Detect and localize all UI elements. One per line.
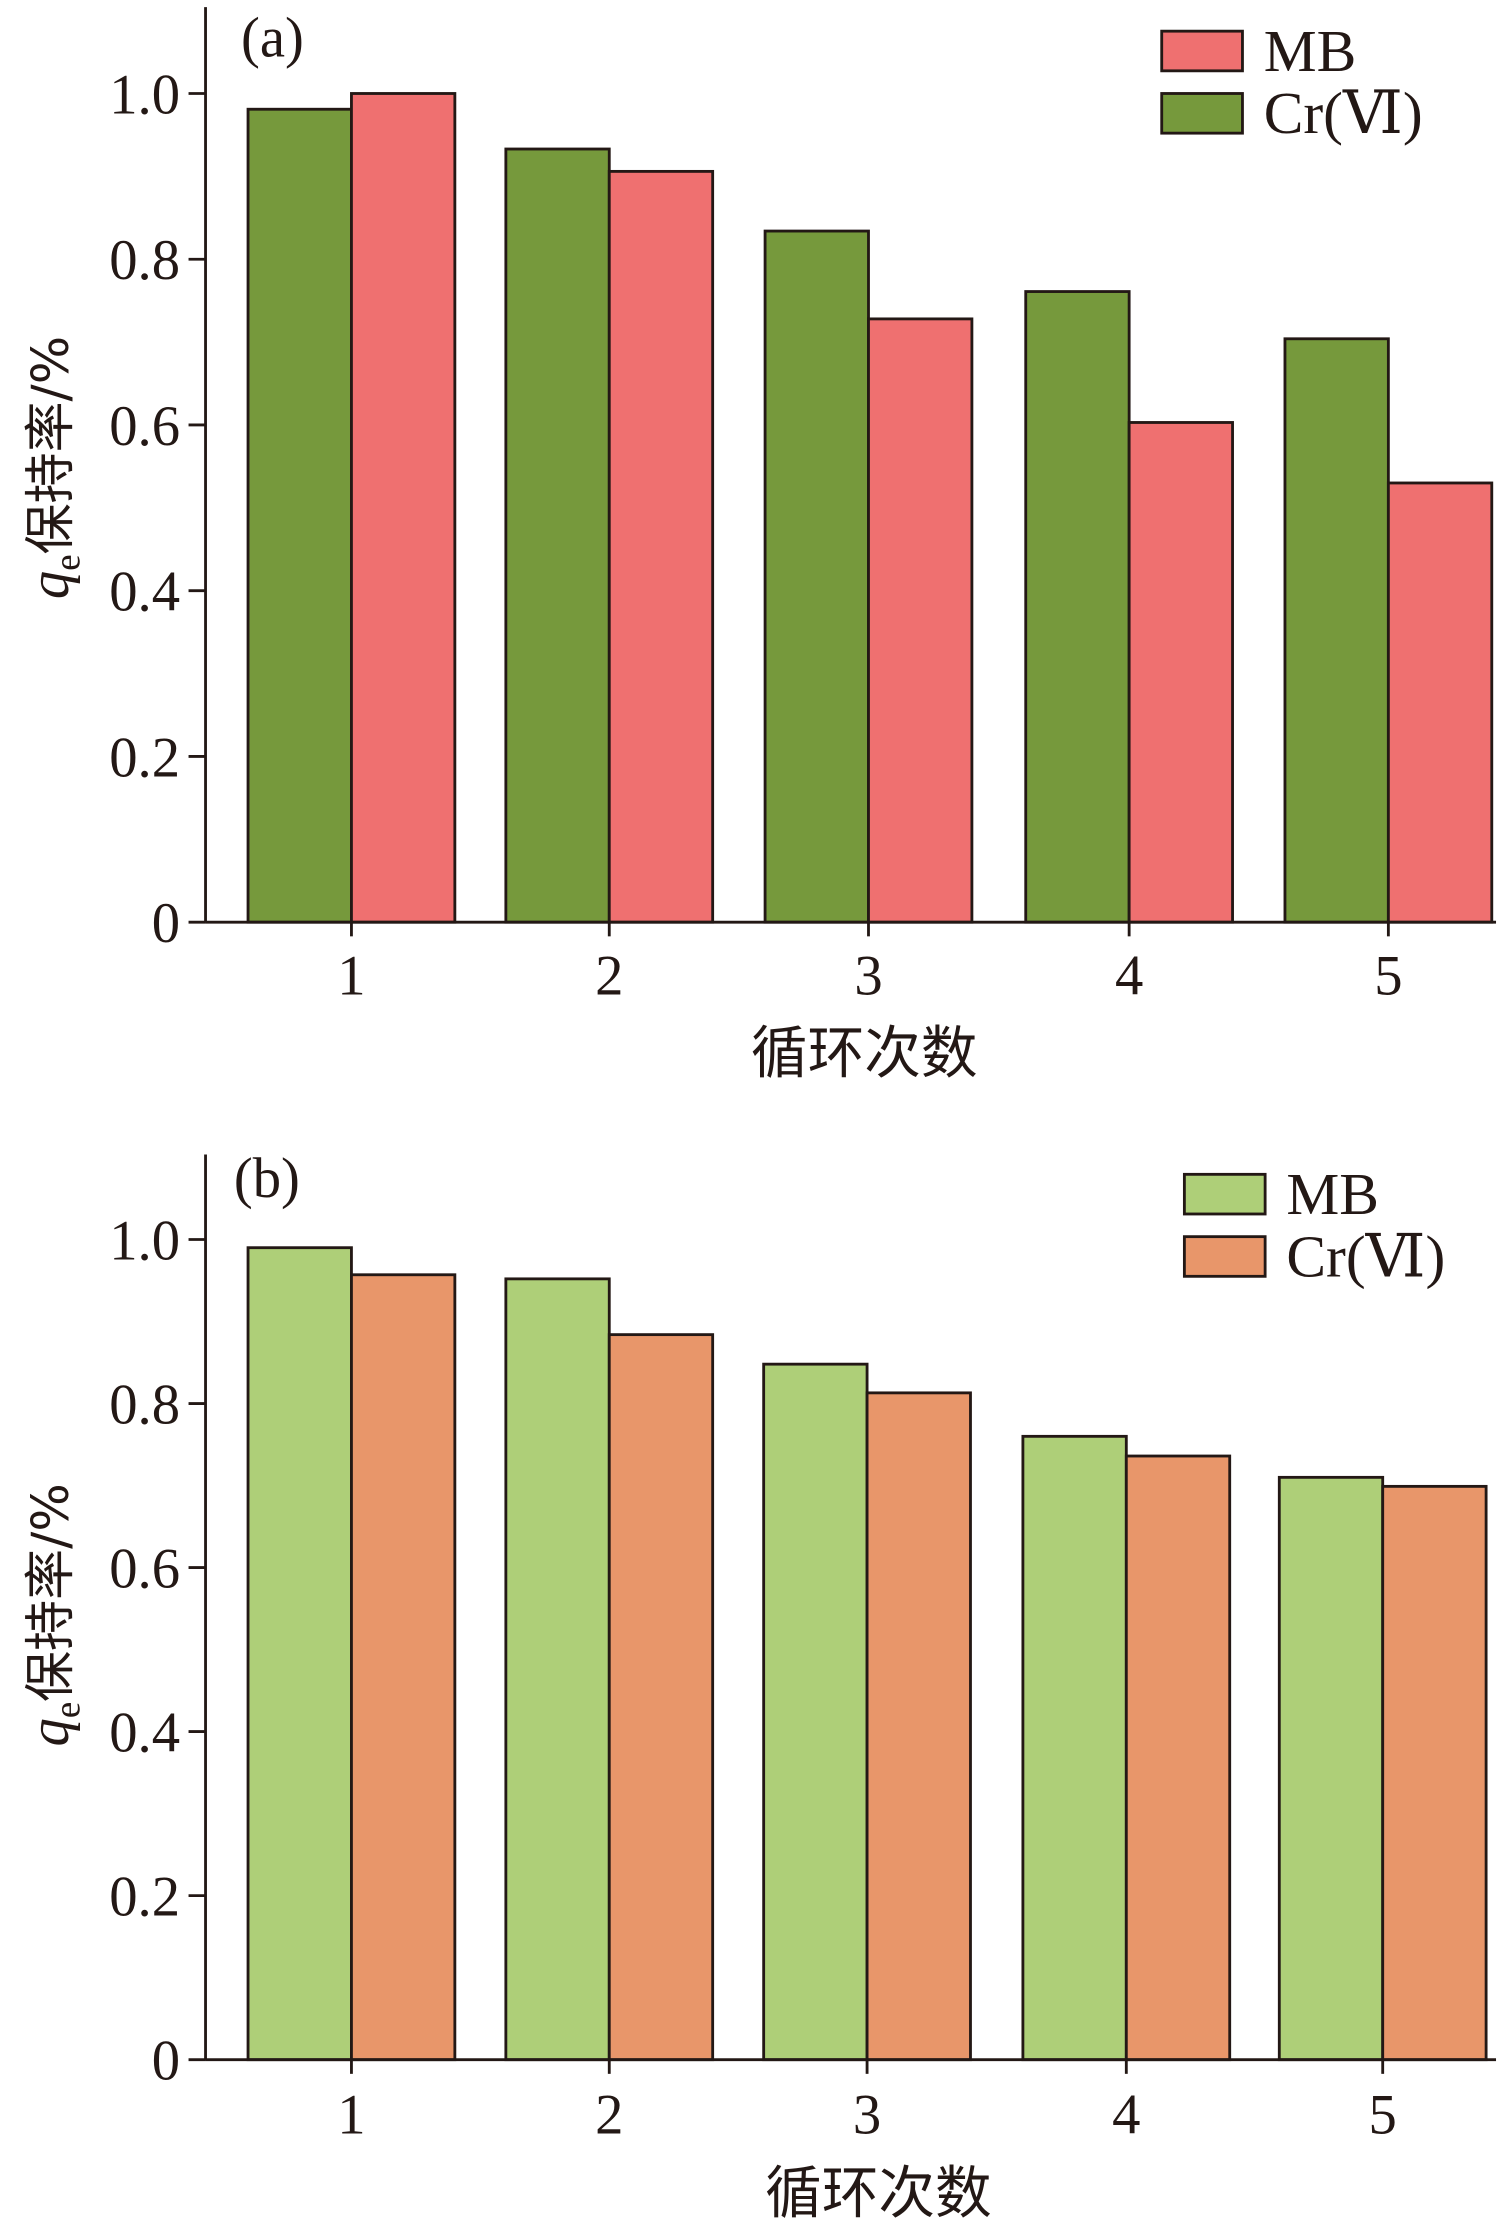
- legend-swatch-mb: [1160, 29, 1244, 73]
- y-tick-label: 0.6: [109, 1538, 180, 1600]
- y-tick-label: 0.8: [109, 230, 180, 292]
- x-axis-title: 循环次数: [765, 2161, 992, 2224]
- x-tick-label: 3: [853, 2084, 881, 2146]
- x-tick-label: 5: [1374, 945, 1402, 1007]
- bar-mb-3: [762, 1362, 869, 2062]
- bar-mb-5: [1386, 481, 1494, 924]
- legend-label-mb: MB: [1286, 1161, 1379, 1227]
- panel-a: 0 0.2 0.4 0.6 0.8 1.0 1 2 3 4 5 循环次数 qe保持率/% (a) MBCr(…: [19, 7, 1497, 1086]
- legend-label-cr6: Cr(Ⅵ): [1286, 1223, 1445, 1289]
- y-axis-title-sub: e: [46, 1702, 87, 1718]
- bar-cr6-1: [350, 1273, 457, 2062]
- x-tick-label: 1: [337, 945, 365, 1007]
- bar-cr6-3: [865, 1391, 972, 2062]
- bar-cr6-4: [1024, 290, 1131, 924]
- panel-label: (a): [241, 8, 304, 70]
- y-tick-label: 0.6: [109, 396, 180, 458]
- x-tick-label: 2: [595, 945, 623, 1007]
- y-tick-label: 0.4: [109, 562, 180, 624]
- y-tick-label: 1.0: [109, 1210, 180, 1272]
- y-axis-title-q: q: [19, 571, 81, 599]
- bar-cr6-2: [607, 1333, 715, 2062]
- bar-cr6-3: [763, 229, 870, 924]
- bar-cr6-5: [1381, 1484, 1488, 2062]
- y-axis-title-sub: e: [46, 554, 87, 570]
- x-tick-label: 5: [1369, 2084, 1397, 2146]
- y-tick-label: 0.8: [109, 1374, 180, 1436]
- bar-mb-4: [1127, 421, 1234, 924]
- x-tick-label: 3: [854, 945, 882, 1007]
- bar-mb-3: [867, 317, 974, 924]
- bar-cr6-5: [1283, 337, 1390, 924]
- x-tick-label: 4: [1115, 945, 1143, 1007]
- panel-b: 0 0.2 0.4 0.6 0.8 1.0 1 2 3 4 5 循环次数 qe保持率/% (b) MBCr(…: [19, 1148, 1497, 2224]
- bar-mb-4: [1021, 1434, 1128, 2062]
- x-tick-label: 1: [337, 2084, 365, 2146]
- y-axis-title: qe保持率/%: [19, 336, 87, 599]
- legend-label-cr6: Cr(Ⅵ): [1264, 80, 1423, 146]
- x-tick-label: 2: [595, 2084, 623, 2146]
- y-axis-title-rest: 保持率/%: [22, 1483, 81, 1702]
- bar-cr6-1: [246, 107, 353, 924]
- legend-swatch-cr6: [1160, 92, 1244, 135]
- x-axis-title: 循环次数: [751, 1020, 978, 1086]
- legend-swatch-mb: [1182, 1172, 1267, 1216]
- bar-mb-1: [350, 92, 457, 924]
- y-tick-label: 0: [152, 2031, 180, 2093]
- bar-mb-2: [607, 169, 715, 924]
- y-tick-label: 0.4: [109, 1702, 180, 1764]
- bar-mb-2: [504, 1277, 611, 2062]
- y-axis-title: qe保持率/%: [19, 1483, 87, 1746]
- panel-label: (b): [234, 1148, 300, 1210]
- y-tick-label: 0.2: [109, 1866, 180, 1928]
- y-axis-title-rest: 保持率/%: [22, 336, 81, 555]
- y-axis-title-q: q: [19, 1718, 81, 1746]
- legend-label-mb: MB: [1264, 18, 1357, 84]
- y-tick-label: 0: [152, 893, 180, 955]
- bar-mb-1: [246, 1246, 353, 2062]
- bar-cr6-2: [504, 147, 611, 924]
- bar-cr6-4: [1124, 1454, 1232, 2062]
- legend-swatch-cr6: [1182, 1235, 1267, 1278]
- x-tick-label: 4: [1112, 2084, 1140, 2146]
- y-tick-label: 0.2: [109, 727, 180, 789]
- bar-mb-5: [1277, 1475, 1385, 2062]
- y-tick-label: 1.0: [109, 64, 180, 126]
